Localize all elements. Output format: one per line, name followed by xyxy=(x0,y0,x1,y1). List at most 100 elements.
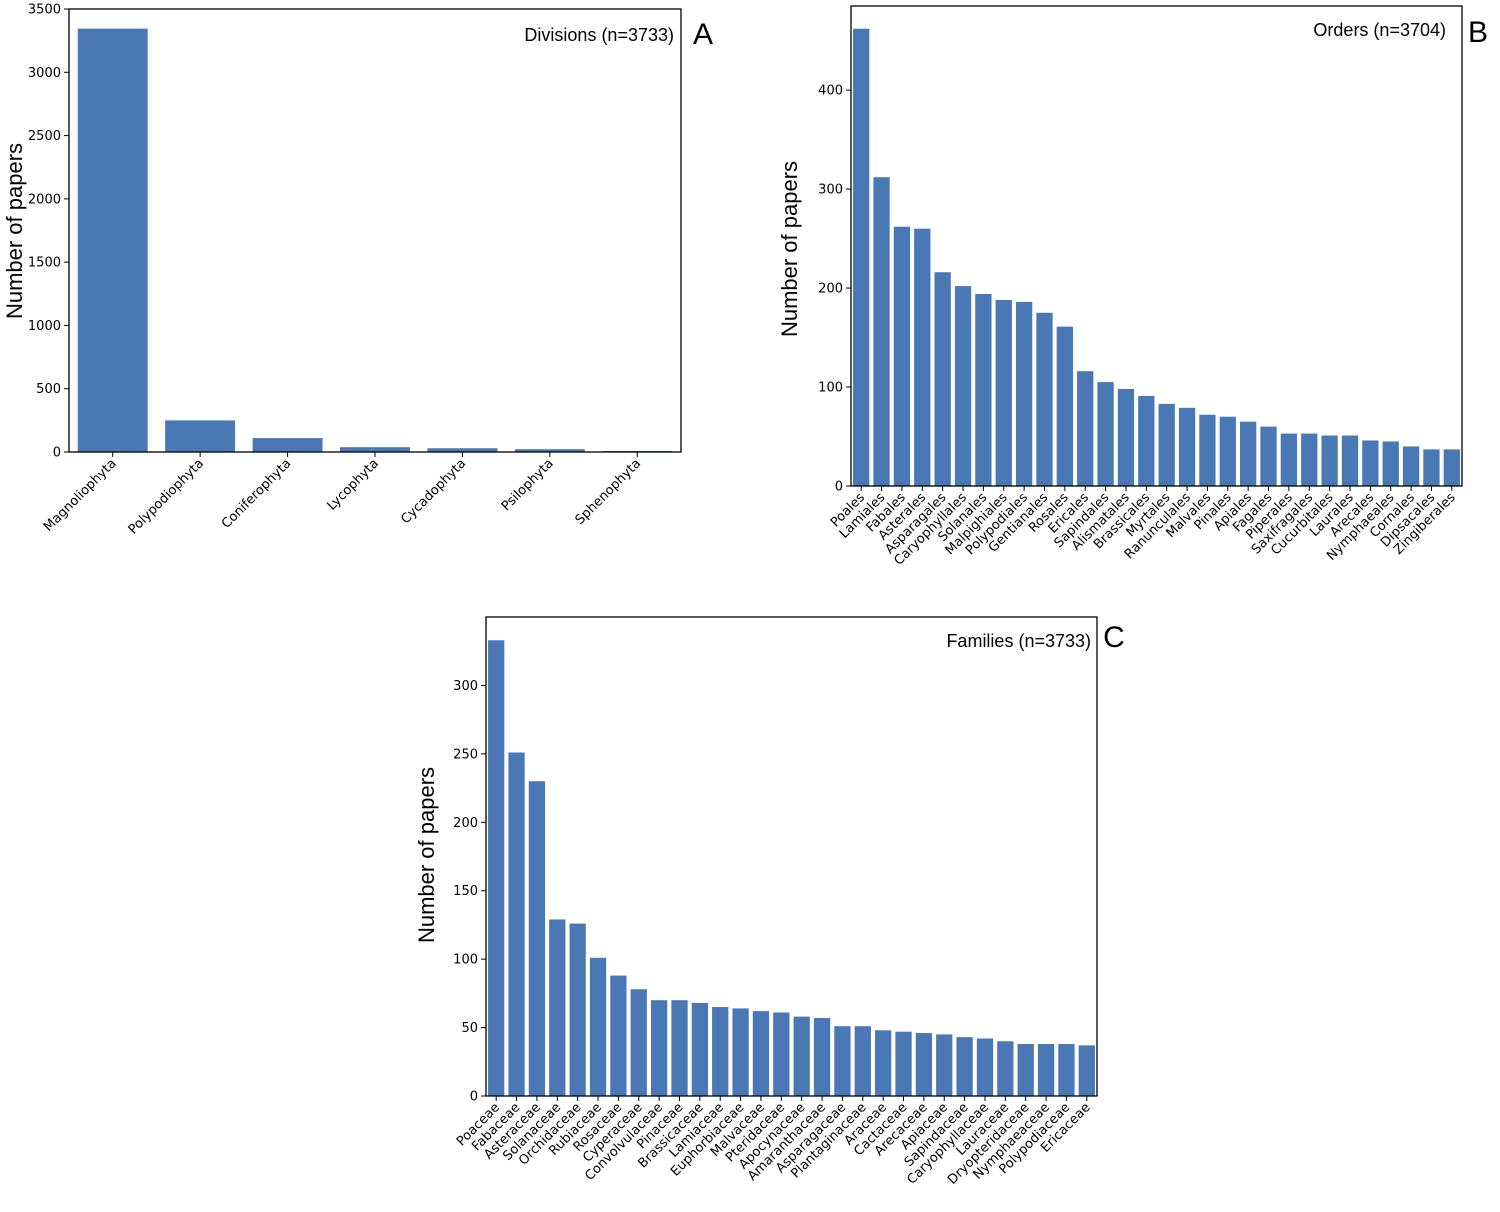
bar-asparagales xyxy=(934,272,951,486)
bar-polypodiophyta xyxy=(165,420,236,452)
bar-malvaceae xyxy=(752,1011,770,1096)
bar-saxifragales xyxy=(1301,433,1318,486)
bar-arecales xyxy=(1362,440,1379,486)
bar-zingiberales xyxy=(1443,449,1460,486)
bar-asparagaceae xyxy=(834,1026,851,1096)
bar-pteridaceae xyxy=(773,1012,790,1096)
bar-gentianales xyxy=(1036,312,1053,486)
y-tick-label: 50 xyxy=(461,1021,478,1036)
chart-panel-b: Number of papers Orders (n=3704) B 0 100 2… xyxy=(777,5,1488,569)
bar-dipsacales xyxy=(1423,449,1440,486)
panel-letter: A xyxy=(693,18,713,51)
chart-panel-c: Number of papers Families (n=3733) C 0 50… xyxy=(414,616,1125,1188)
x-tick-label: Lycophyta xyxy=(324,456,381,513)
bar-cucurbitales xyxy=(1321,435,1338,486)
bar-pinales xyxy=(1219,416,1236,486)
y-tick-label: 300 xyxy=(453,679,478,694)
bar-cyperaceae xyxy=(630,989,647,1096)
bar-psilophyta xyxy=(514,449,585,452)
bar-apocynaceae xyxy=(793,1016,810,1096)
panel-letter: B xyxy=(1468,16,1488,49)
x-tick-label: Psilophyta xyxy=(499,456,557,514)
bar-ericales xyxy=(1077,371,1094,486)
bar-convolvulaceae xyxy=(650,1000,668,1096)
bar-solanales xyxy=(975,294,992,486)
bar-ranunculales xyxy=(1178,407,1196,486)
panel-letter: C xyxy=(1103,621,1125,654)
bar-alismatales xyxy=(1117,389,1135,486)
bar-caryophyllaceae xyxy=(976,1038,994,1096)
y-tick-label: 3500 xyxy=(28,3,61,18)
bar-lauraceae xyxy=(997,1041,1014,1096)
plot-frame xyxy=(485,616,1098,1097)
bar-caryophyllales xyxy=(954,286,972,486)
y-tick-label: 0 xyxy=(470,1090,478,1105)
y-tick-label: 150 xyxy=(453,884,478,899)
bar-apiales xyxy=(1240,421,1257,486)
bar-coniferophyta xyxy=(252,438,323,452)
bar-lycophyta xyxy=(340,447,410,452)
bar-orchidaceae xyxy=(569,923,586,1096)
bar-sapindaceae xyxy=(956,1037,973,1096)
bar-plantaginaceae xyxy=(854,1026,871,1096)
bar-lamiaceae xyxy=(712,1007,729,1096)
bar-fabaceae xyxy=(508,752,525,1096)
bar-arecaceae xyxy=(915,1033,933,1096)
y-tick-label: 2500 xyxy=(28,129,61,144)
y-tick-label: 100 xyxy=(818,381,843,396)
y-tick-label: 0 xyxy=(53,446,61,461)
y-tick-label: 3000 xyxy=(28,66,61,81)
bar-piperales xyxy=(1280,433,1298,486)
bar-sapindales xyxy=(1097,382,1114,486)
chart-title: Divisions (n=3733) xyxy=(524,25,674,45)
y-tick-label: 100 xyxy=(453,953,478,968)
bar-pinaceae xyxy=(671,1000,688,1096)
bar-apiaceae xyxy=(936,1034,953,1096)
chart-title: Orders (n=3704) xyxy=(1313,20,1446,40)
y-tick-label: 300 xyxy=(818,183,843,198)
bar-cycadophyta xyxy=(427,448,498,452)
bar-magnoliophyta xyxy=(77,28,148,453)
bar-brassicaceae xyxy=(691,1002,708,1096)
bar-brassicales xyxy=(1138,395,1155,486)
y-tick-label: 200 xyxy=(818,282,843,297)
bar-poaceae xyxy=(488,640,505,1096)
bar-polypodiaceae xyxy=(1058,1043,1075,1096)
bar-asteraceae xyxy=(528,781,546,1096)
bar-rubiaceae xyxy=(589,957,607,1096)
bar-poales xyxy=(853,28,870,486)
x-tick-label: Sphenophyta xyxy=(573,456,645,528)
chart-title: Families (n=3733) xyxy=(946,631,1091,651)
bar-cactaceae xyxy=(895,1031,912,1096)
bar-asterales xyxy=(914,228,931,486)
bar-euphorbiaceae xyxy=(732,1008,749,1096)
bar-malpighiales xyxy=(995,299,1012,486)
plot-frame xyxy=(68,8,682,453)
y-tick-label: 200 xyxy=(453,816,478,831)
y-axis-label: Number of papers xyxy=(2,143,27,319)
bar-fabales xyxy=(893,226,911,486)
y-tick-label: 0 xyxy=(835,480,843,495)
y-tick-label: 2000 xyxy=(28,192,61,207)
plot-frame xyxy=(850,5,1463,487)
y-axis-label: Number of papers xyxy=(777,161,802,337)
x-tick-label: Coniferophyta xyxy=(219,456,294,531)
y-axis-label: Number of papers xyxy=(414,767,439,943)
bar-rosaceae xyxy=(610,975,627,1096)
bar-rosales xyxy=(1056,326,1073,486)
bar-laurales xyxy=(1341,435,1359,486)
bar-ericaceae xyxy=(1078,1045,1095,1096)
bar-araceae xyxy=(875,1030,892,1096)
x-tick-label: Magnoliophyta xyxy=(41,456,120,535)
bar-dryopteridaceae xyxy=(1017,1043,1034,1096)
y-tick-label: 1000 xyxy=(28,319,61,334)
y-tick-label: 1500 xyxy=(28,256,61,271)
bar-nymphaeales xyxy=(1382,441,1399,486)
bar-nymphaeaceae xyxy=(1037,1043,1055,1096)
bar-myrtales xyxy=(1158,403,1175,486)
y-tick-label: 500 xyxy=(36,382,61,397)
x-tick-label: Polypodiophyta xyxy=(126,456,207,537)
y-tick-label: 250 xyxy=(453,747,478,762)
bar-solanaceae xyxy=(549,919,566,1096)
